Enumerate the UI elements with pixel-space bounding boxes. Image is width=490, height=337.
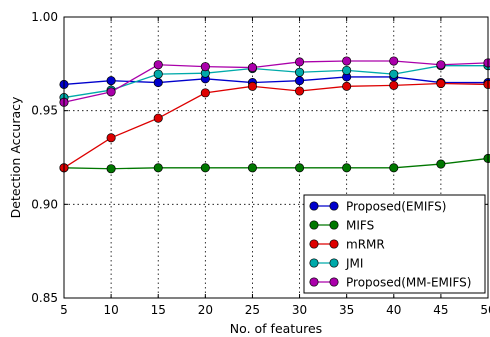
legend-marker: [329, 258, 339, 268]
series-line: [63, 76, 488, 86]
legend-label: mRMR: [346, 238, 385, 252]
legend-item: Proposed(EMIFS): [309, 200, 446, 214]
y-tick-label: 0.85: [31, 291, 58, 305]
legend-label: Proposed(MM-EMIFS): [346, 276, 471, 290]
series-2: [59, 78, 490, 173]
data-point: [295, 76, 305, 86]
data-point: [153, 113, 163, 123]
data-point: [247, 63, 257, 73]
data-point: [247, 163, 257, 173]
data-point: [295, 57, 305, 67]
data-point: [106, 87, 116, 97]
x-tick-label: 45: [433, 303, 448, 317]
data-point: [200, 62, 210, 72]
x-axis-title: No. of features: [230, 321, 322, 336]
series-line: [63, 157, 489, 170]
data-point: [247, 81, 257, 91]
legend-marker: [329, 220, 339, 230]
x-tick-label: 20: [198, 303, 213, 317]
y-tick-label: 1.00: [31, 10, 58, 24]
data-point: [342, 81, 352, 91]
data-point: [483, 79, 490, 89]
x-tick-label: 40: [386, 303, 401, 317]
y-tick-label: 0.95: [31, 104, 58, 118]
data-point: [200, 88, 210, 98]
data-point: [106, 133, 116, 143]
data-point: [153, 78, 163, 88]
legend: Proposed(EMIFS) MIFS mRMR JMI Proposed(MM-EM…: [303, 194, 486, 294]
series-layer: [59, 56, 490, 174]
data-point: [106, 76, 116, 86]
data-point: [342, 163, 352, 173]
legend-item: JMI: [309, 257, 363, 271]
data-point: [153, 69, 163, 79]
legend-label: Proposed(EMIFS): [346, 200, 446, 214]
plot-frame: [63, 16, 489, 299]
data-point: [295, 163, 305, 173]
x-tick-label: 15: [151, 303, 166, 317]
legend-marker: [309, 258, 319, 268]
x-tick-label: 5: [60, 303, 68, 317]
legend-marker: [309, 220, 319, 230]
series-line: [63, 60, 489, 103]
series-line: [63, 82, 489, 169]
x-tick-label: 25: [245, 303, 260, 317]
legend-marker: [309, 201, 319, 211]
data-point: [389, 163, 399, 173]
data-point: [342, 65, 352, 75]
legend-marker: [309, 239, 319, 249]
data-point: [295, 67, 305, 77]
legend-item: Proposed(MM-EMIFS): [309, 276, 471, 290]
legend-label: MIFS: [346, 219, 374, 233]
series-line: [63, 65, 488, 99]
legend-marker: [329, 239, 339, 249]
data-point: [389, 80, 399, 90]
data-point: [436, 78, 446, 89]
data-point: [200, 163, 210, 173]
legend-item: mRMR: [309, 238, 385, 252]
legend-label: JMI: [345, 257, 363, 271]
data-point: [106, 164, 116, 174]
data-point: [436, 60, 446, 70]
y-tick-label: 0.90: [31, 197, 58, 211]
series-1: [59, 153, 490, 174]
data-point: [153, 60, 163, 70]
data-point: [295, 86, 305, 96]
data-point: [483, 58, 490, 68]
legend-marker: [329, 201, 339, 211]
legend-item: MIFS: [309, 219, 374, 233]
x-tick-label: 50: [480, 303, 490, 317]
tick-labels: 5 10 15 20 25 30 35 40 45 50 0.85 0.90 0.95 1.00: [31, 10, 490, 317]
data-point: [153, 163, 163, 173]
data-point: [342, 56, 352, 66]
legend-marker: [329, 277, 339, 287]
data-point: [483, 153, 490, 163]
legend-marker: [309, 277, 319, 287]
x-tick-label: 35: [339, 303, 354, 317]
x-tick-label: 30: [292, 303, 307, 317]
data-point: [389, 56, 399, 66]
y-axis-title: Detection Accuracy: [8, 96, 23, 218]
data-point: [436, 159, 446, 169]
x-tick-label: 10: [103, 303, 118, 317]
data-point: [389, 69, 399, 79]
